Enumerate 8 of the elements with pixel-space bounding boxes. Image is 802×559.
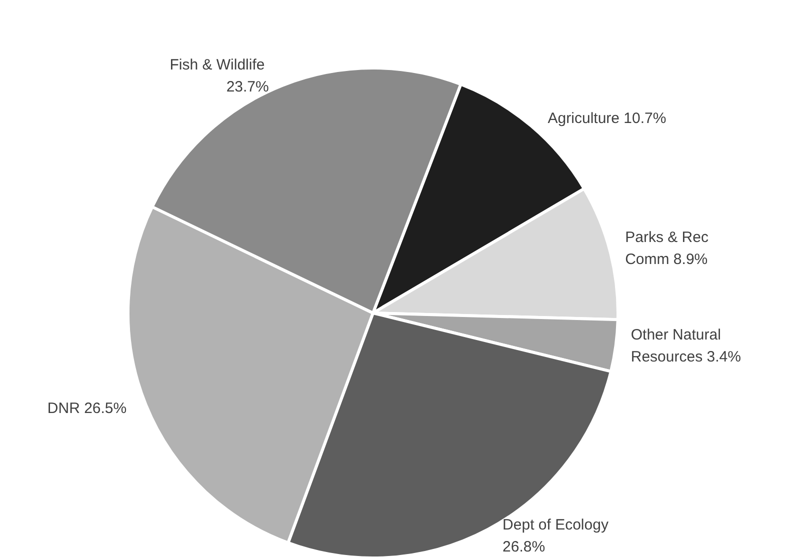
slice-label: Parks & Rec Comm 8.9%	[625, 229, 713, 268]
slice-label: Fish & Wildlife	[170, 56, 269, 74]
data-label: 26.8%	[502, 538, 546, 556]
slice-label: Other Natural Resources 3.4%	[630, 326, 741, 366]
slice-label: DNR 26.5%	[47, 400, 127, 418]
slice-label: Dept of Ecology	[502, 516, 613, 534]
data-label: 23.7%	[226, 78, 269, 96]
slice-label: Agriculture 10.7%	[548, 110, 666, 127]
